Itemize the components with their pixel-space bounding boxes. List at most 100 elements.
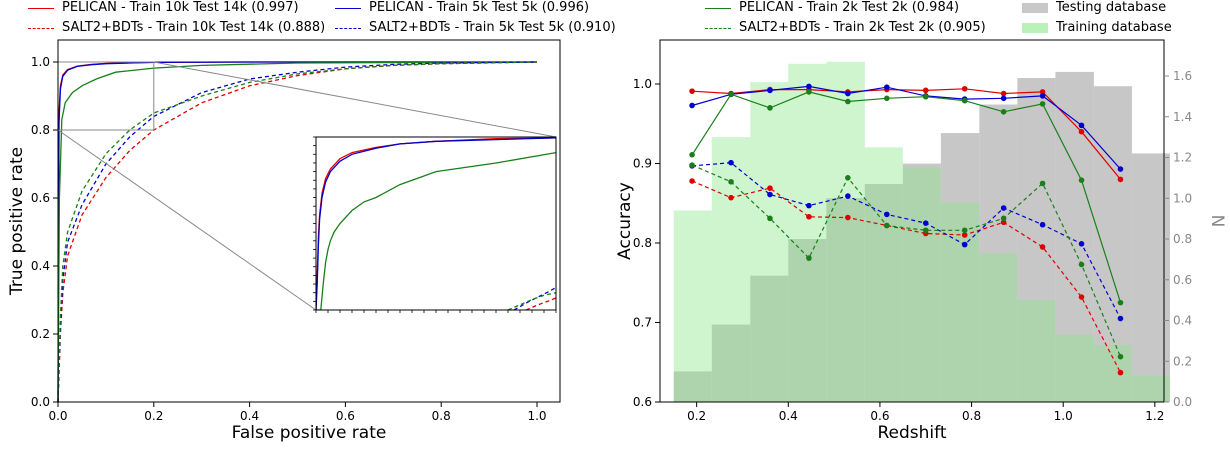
legend-item: PELICAN - Train 2k Test 2k (0.984) (705, 0, 959, 18)
legend-label: SALT2+BDTs - Train 2k Test 2k (0.905) (739, 20, 986, 35)
roc-y-tick-label: 0.0 (31, 395, 50, 409)
roc-x-tick-label: 0.8 (432, 409, 451, 423)
accuracy-series-line (692, 162, 1122, 319)
accuracy-point (961, 227, 968, 234)
accuracy-point (767, 105, 773, 111)
accuracy-series-line (691, 180, 1122, 373)
accuracy-point (806, 213, 812, 220)
testing-hist-bar (864, 183, 903, 402)
accuracy-point (1039, 101, 1046, 107)
accuracy-y-axis-label: Accuracy (615, 182, 635, 260)
testing-hist-bar (940, 133, 980, 403)
training-hist-bar (864, 147, 903, 402)
accuracy-point (1078, 122, 1085, 129)
accuracy-point (728, 194, 734, 201)
roc-series-1 (57, 61, 537, 403)
accuracy-point (845, 175, 851, 181)
roc-y-tick-label: 0.8 (31, 123, 50, 137)
accuracy-point (922, 93, 929, 100)
legend-line-swatch (28, 27, 54, 29)
roc-y-axis-label: True positive rate (7, 147, 27, 296)
roc-x-axis-label: False positive rate (232, 423, 387, 443)
legend-item: PELICAN - Train 5k Test 5k (0.996) (335, 0, 589, 18)
accuracy-point (1078, 261, 1085, 268)
accuracy-point (922, 220, 929, 226)
legend-item: SALT2+BDTs - Train 10k Test 14k (0.888) (28, 18, 325, 38)
legend-label: SALT2+BDTs - Train 5k Test 5k (0.910) (369, 20, 616, 35)
roc-x-tick-label: 0.6 (336, 409, 355, 423)
legend-label: PELICAN - Train 2k Test 2k (0.984) (739, 0, 960, 15)
training-hist-bar (1055, 334, 1094, 402)
legend-item: Training database (1022, 18, 1172, 38)
legend-line-swatch (705, 27, 731, 29)
accuracy-point (1039, 221, 1046, 228)
count-y-tick-label: 0.0 (1173, 395, 1192, 409)
accuracy-point (1000, 90, 1007, 97)
accuracy-point (1117, 353, 1124, 360)
testing-hist-bar (1055, 71, 1094, 403)
count-y-tick-label: 1.6 (1173, 69, 1192, 83)
accuracy-series-2 (689, 89, 1124, 306)
legend-color-swatch (1022, 23, 1048, 33)
testing-hist-bar (1093, 86, 1132, 402)
testing-hist-bar (788, 239, 827, 402)
accuracy-point (806, 89, 812, 95)
accuracy-y-tick-label: 0.8 (633, 236, 652, 250)
zoom-connector-line (153, 61, 557, 138)
training-hist-bar (1017, 300, 1056, 402)
accuracy-point (1078, 128, 1085, 135)
legend-item: SALT2+BDTs - Train 2k Test 2k (0.905) (705, 18, 986, 38)
accuracy-series-line (691, 85, 1121, 170)
accuracy-x-tick-label: 0.8 (962, 409, 981, 423)
count-y-tick-label: 1.0 (1173, 191, 1192, 205)
accuracy-point (961, 241, 968, 248)
accuracy-point (806, 83, 812, 90)
inset-series-4 (507, 292, 556, 310)
accuracy-point (1000, 215, 1007, 222)
accuracy-x-tick-label: 1.0 (1054, 409, 1073, 423)
testing-hist-bar (750, 275, 789, 402)
training-hist-bar (673, 210, 712, 402)
accuracy-point (1039, 244, 1046, 250)
accuracy-point (845, 214, 851, 221)
accuracy-point (1000, 95, 1007, 102)
accuracy-series-5 (689, 162, 1124, 360)
legend-label: SALT2+BDTs - Train 10k Test 14k (0.888) (62, 20, 326, 35)
accuracy-point (689, 178, 695, 184)
count-y-tick-label: 0.2 (1173, 354, 1192, 368)
legend-label: PELICAN - Train 10k Test 14k (0.997) (62, 0, 299, 15)
roc-x-tick-label: 0.2 (144, 409, 163, 423)
accuracy-point (1117, 315, 1124, 322)
accuracy-point (1117, 166, 1124, 172)
accuracy-point (884, 211, 890, 218)
accuracy-point (728, 91, 734, 98)
accuracy-point (728, 178, 734, 185)
accuracy-point (689, 151, 695, 158)
accuracy-point (728, 159, 734, 166)
training-hist-bar (826, 61, 865, 403)
accuracy-point (884, 95, 890, 102)
count-y-tick-label: 1.2 (1173, 151, 1192, 165)
legend-label: Testing database (1056, 0, 1167, 15)
accuracy-point (1117, 369, 1124, 376)
accuracy-point (961, 232, 968, 238)
roc-y-tick-label: 0.2 (31, 327, 50, 341)
accuracy-y-tick-label: 0.9 (633, 157, 652, 171)
training-hist-bar (979, 253, 1018, 402)
accuracy-point (767, 185, 773, 191)
legend-item: PELICAN - Train 10k Test 14k (0.997) (28, 0, 299, 18)
accuracy-point (1000, 219, 1007, 226)
roc-chart: 0.0 0.2 0.4 0.6 0.8 1.0 0.0 0.2 0.4 0.6 0.8 1.0 Fal… (7, 39, 561, 443)
roc-plot-frame (57, 39, 561, 403)
accuracy-point (767, 191, 773, 198)
accuracy-x-tick-label: 1.2 (1145, 409, 1164, 423)
inset-series-1 (316, 137, 556, 310)
accuracy-y-tick-label: 1.0 (633, 77, 652, 91)
zoom-connector-line (57, 129, 317, 311)
testing-hist-bar (673, 371, 712, 402)
training-hist-bar (788, 63, 827, 403)
roc-x-tick-label: 1.0 (527, 409, 546, 423)
roc-y-tick-label: 1.0 (31, 55, 50, 69)
accuracy-point (806, 255, 812, 261)
